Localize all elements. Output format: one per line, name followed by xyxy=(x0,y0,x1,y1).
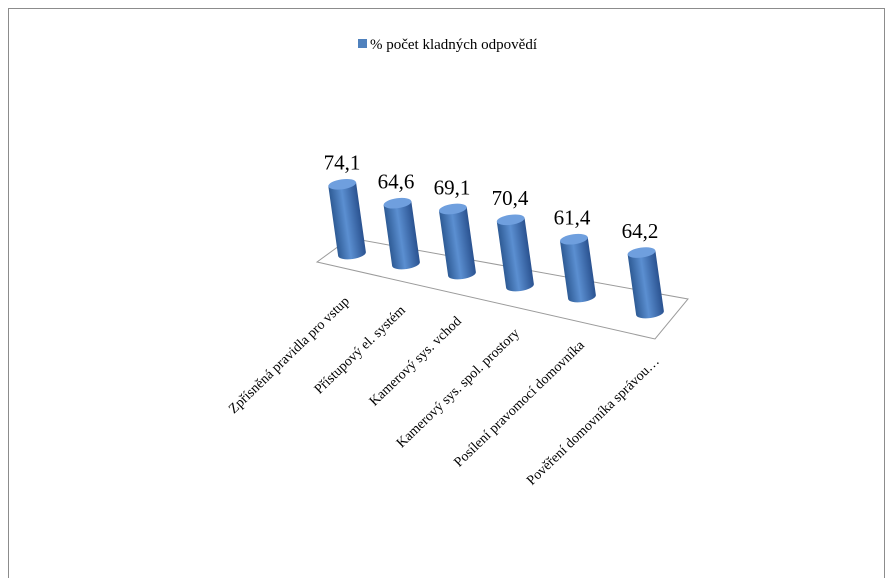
bar-1 xyxy=(328,178,366,260)
bar-2 xyxy=(383,197,420,270)
bar-top xyxy=(627,247,656,258)
bar-body xyxy=(328,182,366,260)
bar-body xyxy=(560,237,596,303)
value-label: 61,4 xyxy=(554,206,591,230)
value-label: 70,4 xyxy=(492,186,529,210)
value-label: 69,1 xyxy=(434,175,471,199)
value-label: 64,2 xyxy=(622,219,659,243)
bar-5 xyxy=(560,233,596,303)
chart-frame xyxy=(8,8,885,578)
bar-body xyxy=(439,207,476,280)
legend-swatch xyxy=(357,39,367,48)
bar-top xyxy=(560,233,588,245)
legend-label: % počet kladných odpovědí xyxy=(369,37,538,53)
bar-6 xyxy=(627,247,664,319)
bar-top xyxy=(328,178,357,190)
bar-body xyxy=(627,250,664,319)
category-label: Kamerový sys. spol. prostory xyxy=(394,326,523,451)
bar-top xyxy=(438,203,467,215)
value-label: 64,6 xyxy=(378,170,415,194)
category-label: Zpřísněná pravidla pro vstup xyxy=(226,294,352,417)
bar-top xyxy=(496,214,525,226)
bar-body xyxy=(383,201,420,270)
bar-body xyxy=(496,217,534,292)
value-label: 74,1 xyxy=(324,151,361,175)
legend: % počet kladných odpovědí xyxy=(0,37,895,54)
bar-3 xyxy=(438,203,476,280)
bar-top xyxy=(383,197,412,209)
bar-4 xyxy=(496,214,534,292)
